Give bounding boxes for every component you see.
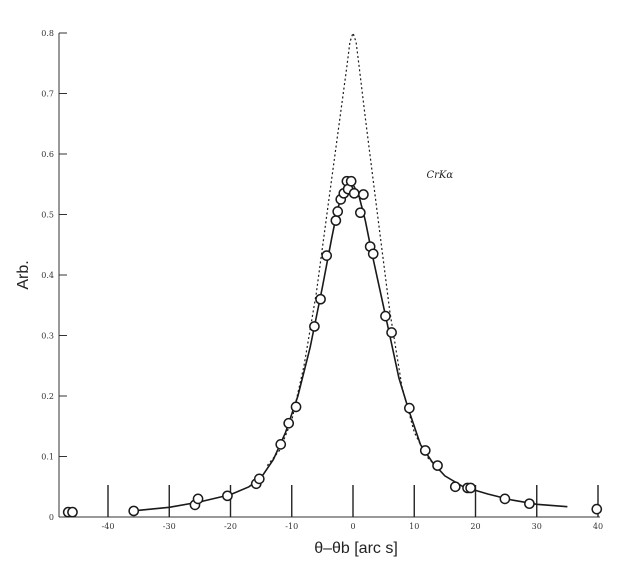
data-point-marker: [290, 401, 302, 413]
y-tick-label: 0.6: [41, 150, 54, 159]
y-tick-label: 0.4: [41, 271, 54, 280]
data-point-marker: [419, 445, 431, 456]
data-point-marker: [321, 250, 333, 261]
data-point-marker: [222, 490, 233, 502]
x-tick-label: 10: [409, 522, 419, 531]
data-point-marker: [275, 439, 287, 450]
y-tick-label: 0: [49, 513, 54, 522]
y-axis-ticks: 0 0.1 0.2 0.3 0.4 0.5 0.6 0.7 0.8: [41, 29, 67, 522]
data-point-marker: [283, 417, 295, 429]
y-tick-label: 0.8: [41, 29, 54, 38]
y-tick-label: 0.2: [41, 392, 54, 401]
x-axis-title: θ–θb [arc s]: [314, 540, 398, 557]
y-axis-title: Arb.: [15, 260, 32, 289]
x-tick-label: 40: [593, 522, 603, 531]
data-point-marker: [332, 206, 344, 217]
y-tick-label: 0.5: [41, 211, 54, 220]
data-point-marker: [67, 506, 78, 518]
x-tick-label: 0: [350, 522, 355, 531]
x-tick-label: -30: [163, 522, 176, 531]
data-point-marker: [432, 460, 443, 471]
data-point-marker: [386, 327, 397, 338]
dotted-theory-curve: [266, 31, 440, 470]
data-point-marker: [358, 189, 369, 200]
x-axis-ticks: -40 -30 -20 -10 0 10 20 30 40: [102, 485, 603, 531]
data-point-marker: [449, 481, 461, 493]
data-point-marker: [404, 402, 415, 414]
y-tick-label: 0.7: [41, 90, 54, 99]
y-tick-label: 0.3: [41, 332, 54, 341]
data-point-marker: [348, 187, 360, 199]
data-point-marker: [355, 207, 366, 219]
plot-area: 0 0.1 0.2 0.3 0.4 0.5 0.6 0.7 0.8 -40 -30 -20 -10 0 1…: [41, 29, 603, 531]
data-point-marker: [499, 493, 511, 505]
data-point-marker: [309, 321, 320, 332]
x-tick-label: -10: [285, 522, 298, 531]
x-tick-label: 30: [532, 522, 542, 531]
data-point-marker: [345, 175, 357, 187]
data-point-marker: [315, 293, 326, 305]
data-point-marker: [128, 505, 140, 517]
data-point-marker: [591, 503, 603, 515]
annotation-crka: CrKα: [427, 170, 454, 181]
data-point-marker: [380, 310, 391, 322]
solid-fit-curve: [132, 179, 568, 512]
data-point-marker: [367, 248, 379, 260]
x-tick-label: -40: [102, 522, 115, 531]
y-tick-label: 0.1: [41, 453, 54, 462]
data-point-marker: [253, 473, 265, 485]
x-tick-label: -20: [224, 522, 237, 531]
marker-layer: [62, 175, 603, 518]
data-point-marker: [465, 482, 476, 494]
series-layer: [132, 31, 568, 512]
x-tick-label: 20: [470, 522, 480, 531]
data-point-marker: [192, 493, 204, 505]
data-point-marker: [524, 498, 535, 510]
data-point-marker: [330, 215, 342, 226]
